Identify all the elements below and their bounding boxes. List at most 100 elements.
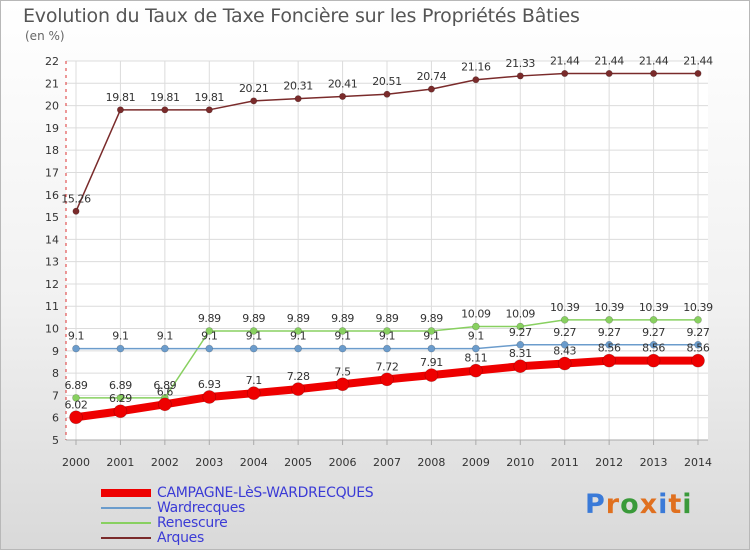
data-point <box>161 106 169 114</box>
data-label: 21.44 <box>550 54 580 67</box>
data-label: 15.26 <box>61 192 91 205</box>
data-point <box>557 356 572 371</box>
data-point <box>116 344 125 353</box>
data-label: 6.02 <box>65 398 88 411</box>
data-label: 21.33 <box>506 57 536 70</box>
data-point <box>472 322 480 331</box>
legend-label: Renescure <box>157 515 228 531</box>
data-point <box>246 386 261 400</box>
data-point <box>338 344 347 353</box>
data-label: 9.89 <box>198 312 221 325</box>
x-tick-label: 2002 <box>151 456 179 469</box>
logo-letter: t <box>668 489 683 520</box>
data-label: 6.6 <box>157 385 174 398</box>
data-label: 9.27 <box>642 326 665 339</box>
data-point <box>427 85 435 93</box>
logo-letter: P <box>585 489 606 520</box>
y-tick-label: 12 <box>45 278 59 291</box>
data-label: 10.39 <box>594 301 624 314</box>
data-point <box>427 344 436 353</box>
legend-swatch <box>101 489 151 497</box>
data-label: 7.72 <box>376 360 399 373</box>
data-label: 21.44 <box>639 54 669 67</box>
data-label: 9.27 <box>553 326 576 339</box>
data-point <box>472 76 480 84</box>
data-point <box>294 344 302 353</box>
series-arques <box>72 69 702 215</box>
data-label: 7.5 <box>334 365 351 378</box>
y-axis-unit: (en %) <box>25 29 65 43</box>
data-label: 9.1 <box>468 330 484 343</box>
data-label: 8.11 <box>464 352 487 365</box>
data-label: 9.89 <box>287 312 310 325</box>
data-label: 8.56 <box>598 342 621 355</box>
data-point <box>561 69 569 77</box>
data-point <box>646 353 661 368</box>
data-point <box>650 69 658 77</box>
legend-label: CAMPAGNE-LèS-WARDRECQUES <box>157 485 374 501</box>
data-label: 9.89 <box>331 312 354 325</box>
x-tick-label: 2011 <box>551 456 579 469</box>
series-wardrecques <box>72 341 702 353</box>
data-point <box>560 316 569 324</box>
data-point <box>605 341 613 349</box>
data-point <box>649 316 658 324</box>
y-tick-label: 18 <box>45 144 59 157</box>
data-point <box>158 397 172 412</box>
data-label: 20.51 <box>372 75 402 88</box>
data-label: 10.39 <box>683 301 713 314</box>
data-point <box>472 344 480 353</box>
y-tick-label: 22 <box>45 55 59 68</box>
data-point <box>205 106 213 114</box>
data-point <box>513 359 528 374</box>
data-point <box>291 382 305 396</box>
data-label: 9.89 <box>376 312 399 325</box>
x-tick-label: 2013 <box>640 456 668 469</box>
data-label: 9.89 <box>420 312 443 325</box>
data-label: 9.27 <box>598 326 621 339</box>
data-point <box>249 327 258 335</box>
x-tick-label: 2004 <box>240 456 268 469</box>
data-label: 9.1 <box>334 330 350 343</box>
y-tick-label: 19 <box>45 122 59 135</box>
data-label: 21.16 <box>461 61 491 74</box>
data-label: 8.56 <box>687 342 710 355</box>
data-point <box>69 410 83 425</box>
data-point <box>694 316 702 324</box>
y-tick-label: 11 <box>45 300 59 313</box>
data-label: 8.56 <box>642 342 665 355</box>
data-label: 9.1 <box>246 330 262 343</box>
data-point <box>294 95 302 103</box>
series-campagne-l-s-wardrecques <box>69 353 705 425</box>
data-point <box>427 327 436 335</box>
x-tick-label: 2008 <box>417 456 445 469</box>
data-label: 21.44 <box>683 54 713 67</box>
data-label: 20.41 <box>328 77 358 90</box>
data-label: 9.27 <box>509 326 532 339</box>
data-point <box>116 394 125 402</box>
y-tick-label: 9 <box>52 345 59 358</box>
data-point <box>380 372 394 387</box>
data-point <box>339 92 347 100</box>
y-tick-label: 8 <box>52 367 59 380</box>
data-point <box>383 90 391 98</box>
data-label: 20.21 <box>239 82 269 95</box>
data-point <box>205 344 214 353</box>
y-tick-label: 13 <box>45 256 59 269</box>
data-point <box>694 341 702 349</box>
y-tick-label: 10 <box>45 323 59 336</box>
data-point <box>116 106 124 114</box>
data-label: 20.74 <box>417 70 447 83</box>
y-tick-label: 16 <box>45 189 59 202</box>
data-label: 6.93 <box>198 378 221 391</box>
data-label: 7.1 <box>246 374 262 387</box>
data-label: 7.91 <box>420 356 443 369</box>
x-tick-label: 2014 <box>684 456 712 469</box>
y-tick-label: 20 <box>45 100 59 113</box>
data-point <box>72 394 80 402</box>
data-point <box>335 377 350 392</box>
data-point <box>113 404 128 419</box>
logo-letter: o <box>620 489 640 520</box>
